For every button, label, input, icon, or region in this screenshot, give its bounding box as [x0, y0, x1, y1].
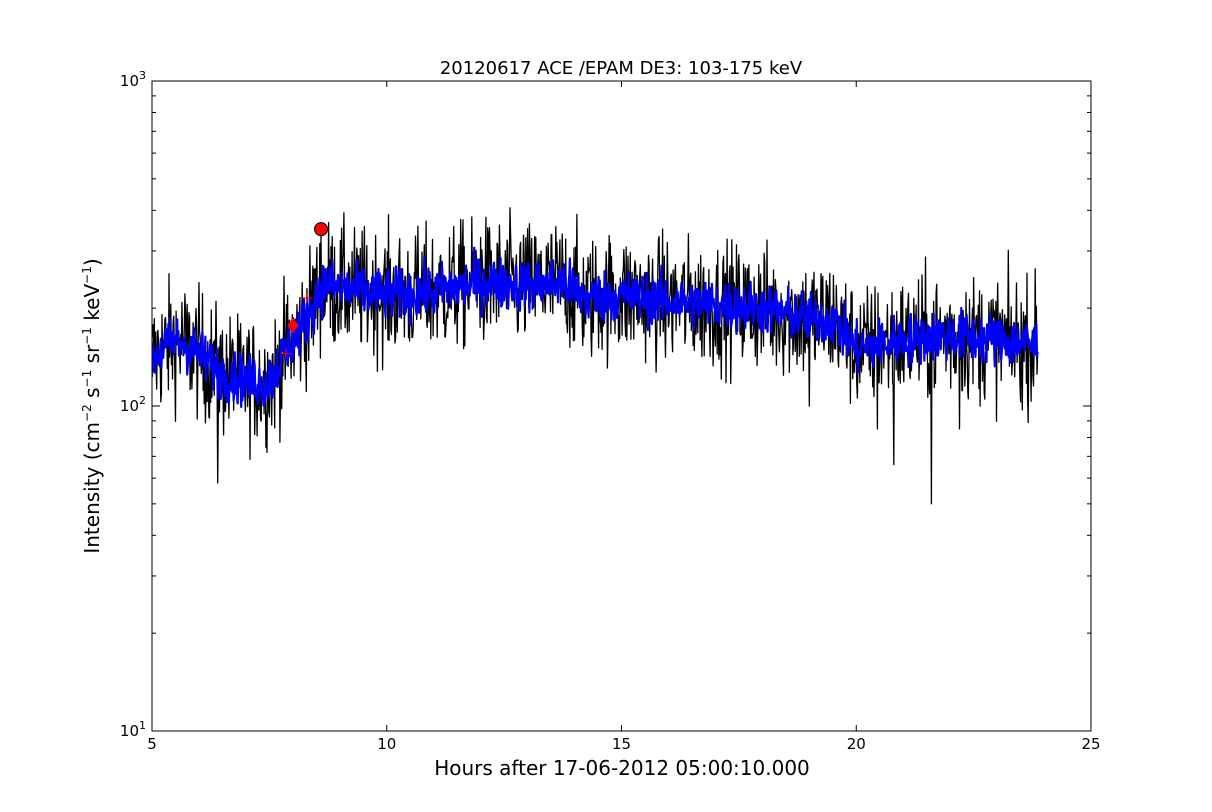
y-axis-label: Intensity (cm−2 s−1 sr−1 keV−1)	[80, 258, 104, 553]
x-axis-label: Hours after 17-06-2012 05:00:10.000	[434, 756, 810, 780]
y-tick-label: 103	[120, 69, 146, 90]
chart-title: 20120617 ACE /EPAM DE3: 103-175 keV	[440, 58, 803, 79]
x-tick-label: 5	[147, 735, 157, 753]
onset-marker	[287, 317, 299, 334]
plot-frame	[151, 80, 1092, 732]
y-tick-label: 102	[120, 394, 146, 415]
x-tick-label: 15	[612, 735, 631, 753]
x-tick-label: 20	[847, 735, 866, 753]
y-tick-label: 101	[120, 719, 146, 740]
fit-marker	[301, 292, 312, 303]
x-tick-label: 25	[1081, 735, 1100, 753]
tick-labels-layer: 5 10 15 20 25 101 102 103	[120, 69, 1101, 753]
series-smoothed-line	[152, 246, 1039, 409]
x-tick-label: 10	[377, 735, 396, 753]
fit-marker	[280, 348, 291, 359]
ticks-layer	[151, 80, 1092, 732]
peak-marker	[314, 222, 329, 237]
marker-layer	[280, 222, 329, 359]
series-layer	[152, 207, 1039, 505]
